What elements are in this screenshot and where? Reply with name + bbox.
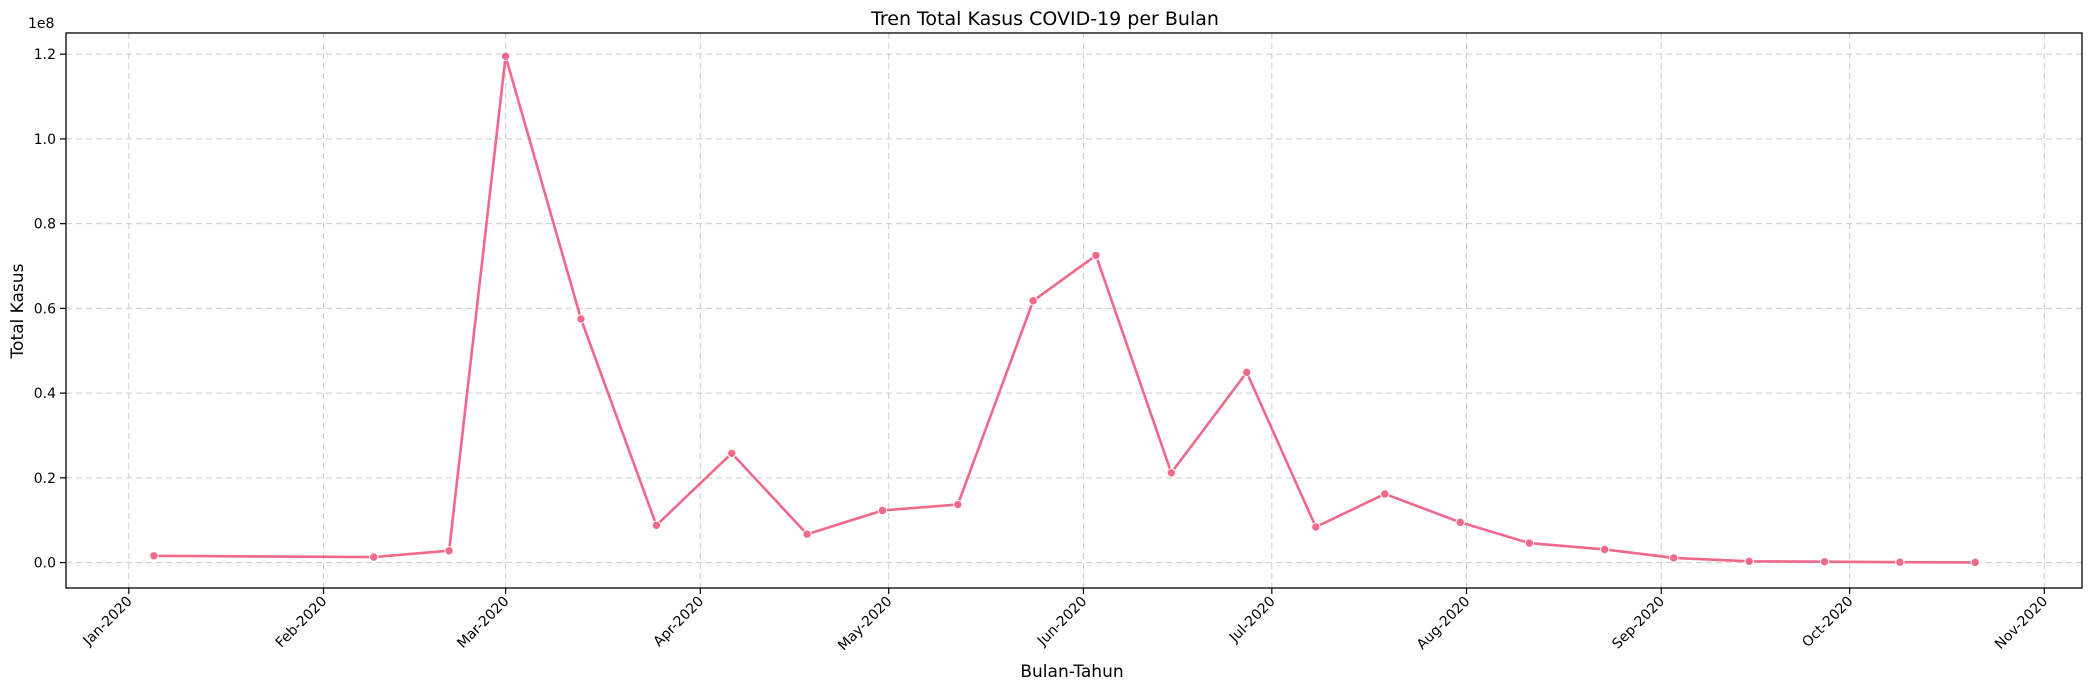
x-tick-label: Feb-2020 [273,594,331,652]
y-tick-label: 0.6 [34,301,56,317]
x-tick-label: Sep-2020 [1609,594,1668,653]
y-tick-label: 0.8 [34,217,56,233]
data-point [576,314,586,324]
y-tick-label: 0.4 [34,386,56,402]
y-tick-label: 1.0 [34,132,56,148]
data-point [444,546,454,556]
x-tick-label: Jul-2020 [1226,594,1279,647]
x-tick-label: Nov-2020 [1992,594,2051,653]
data-point [1380,489,1390,499]
data-point [149,551,159,561]
data-point [1819,557,1830,567]
x-axis-label: Bulan-Tahun [1020,662,1123,682]
data-point [1242,367,1252,378]
data-point [1895,557,1905,567]
x-tick-label: May-2020 [835,594,895,654]
data-point [877,505,888,516]
data-point [1166,468,1177,478]
data-point [1091,250,1101,261]
grid-lines [66,33,2082,588]
data-point [1744,556,1754,567]
data-point [1970,557,1980,568]
data-point [1311,522,1321,532]
data-point [1599,544,1610,555]
x-axis-ticks: Jan-2020 Feb-2020 Mar-2020 Apr-2020 May-2020… [80,588,2051,654]
data-point [369,552,379,562]
data-point [500,51,511,62]
x-tick-label: Aug-2020 [1414,594,1473,653]
x-tick-label: Oct-2020 [1799,594,1856,651]
data-points [149,51,1980,568]
data-point [727,448,737,458]
x-tick-label: Mar-2020 [454,594,512,652]
series-line-group [153,54,1976,564]
y-axis-ticks: 0.0 0.2 0.4 0.6 0.8 1.0 1.2 [34,47,66,572]
data-point [1524,538,1535,548]
plot-area-frame [65,32,2083,589]
y-tick-label: 0.0 [34,556,56,572]
x-tick-label: Jun-2020 [1034,594,1090,650]
data-point [1455,517,1465,528]
data-point [802,529,812,539]
y-axis-offset-text: 1e8 [28,16,54,32]
data-point [953,499,963,510]
y-tick-label: 1.2 [34,47,56,63]
x-tick-label: Apr-2020 [651,594,708,651]
y-axis-label: Total Kasus [8,263,28,359]
x-tick-label: Jan-2020 [80,594,136,650]
data-point [1028,296,1038,306]
series-line [153,54,1976,564]
data-point [1669,553,1679,563]
data-point [651,520,662,530]
y-tick-label: 0.2 [34,471,56,487]
chart-title: Tren Total Kasus COVID-19 per Bulan [870,8,1219,30]
